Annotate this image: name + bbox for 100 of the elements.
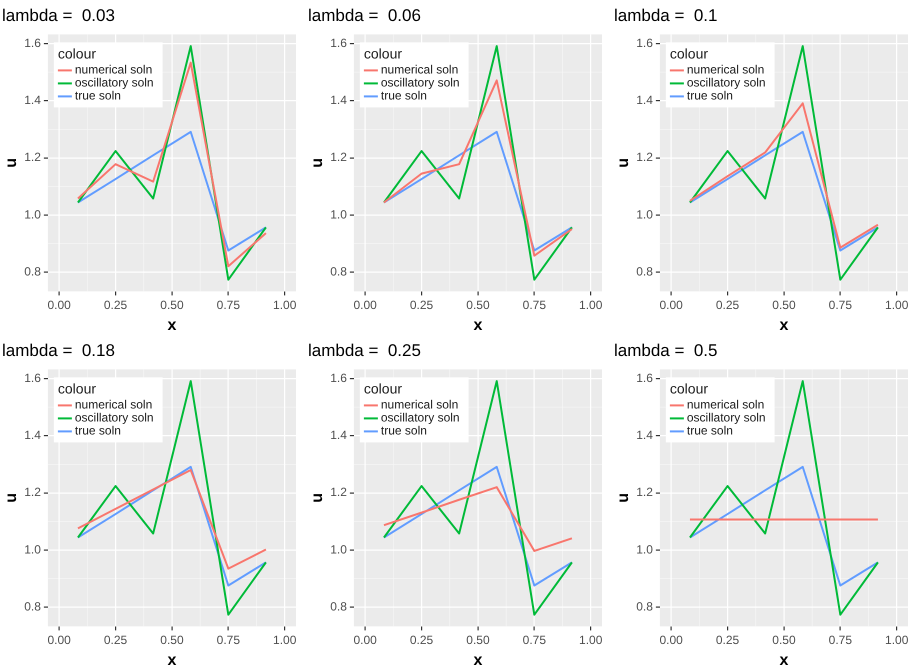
- x-axis-title: x: [779, 316, 788, 334]
- legend-label: numerical soln: [686, 398, 764, 412]
- legend-label: true soln: [74, 424, 121, 438]
- x-tick-label: 0.50: [772, 298, 796, 312]
- y-axis-title: u: [309, 493, 326, 503]
- x-axis-title: x: [167, 652, 176, 669]
- x-tick-label: 0.75: [828, 632, 852, 647]
- legend-label: numerical soln: [686, 62, 764, 77]
- legend-label: oscillatory soln: [74, 410, 154, 425]
- legend-label: oscillatory soln: [686, 410, 766, 425]
- y-tick-label: 1.6: [636, 370, 654, 385]
- x-tick-label: 0.00: [353, 632, 378, 647]
- legend-label: true soln: [686, 424, 733, 438]
- legend-title: colour: [58, 380, 96, 396]
- y-tick-label: 1.4: [24, 428, 42, 442]
- y-tick-label: 1.4: [330, 428, 348, 442]
- chart-title: lambda = 0.06: [308, 6, 421, 25]
- x-tick-label: 0.00: [659, 298, 684, 312]
- chart-title: lambda = 0.5: [614, 340, 718, 360]
- legend-label: true soln: [380, 88, 427, 103]
- y-axis-title: u: [615, 493, 632, 503]
- y-tick-label: 0.8: [330, 264, 348, 279]
- y-tick-label: 1.6: [636, 36, 654, 50]
- y-tick-label: 1.0: [636, 207, 654, 222]
- x-tick-label: 0.00: [659, 632, 684, 647]
- x-axis-title: x: [473, 316, 482, 334]
- x-tick-label: 0.00: [353, 298, 378, 312]
- x-tick-label: 0.00: [47, 298, 72, 312]
- x-tick-label: 0.25: [716, 298, 740, 312]
- x-axis-title: x: [779, 652, 788, 669]
- y-tick-label: 1.4: [24, 93, 42, 108]
- y-tick-label: 1.2: [330, 485, 348, 500]
- x-tick-label: 1.00: [885, 298, 909, 312]
- chart-title: lambda = 0.18: [2, 340, 115, 360]
- y-axis-title: u: [615, 158, 632, 168]
- y-tick-label: 1.0: [24, 207, 42, 222]
- x-tick-label: 0.50: [160, 298, 184, 312]
- y-tick-label: 0.8: [24, 264, 42, 279]
- x-tick-label: 0.25: [104, 298, 128, 312]
- y-axis-title: u: [3, 158, 20, 168]
- legend-label: true soln: [686, 88, 733, 103]
- y-tick-label: 1.6: [330, 36, 348, 50]
- legend-label: oscillatory soln: [380, 410, 460, 425]
- x-tick-label: 0.25: [104, 632, 128, 647]
- y-tick-label: 1.4: [330, 93, 348, 108]
- x-tick-label: 0.75: [522, 298, 546, 312]
- legend-title: colour: [670, 380, 708, 396]
- legend-label: numerical soln: [74, 398, 152, 412]
- chart-title: lambda = 0.1: [614, 6, 718, 25]
- y-tick-label: 0.8: [636, 600, 654, 614]
- x-tick-label: 0.25: [410, 298, 434, 312]
- y-tick-label: 1.4: [636, 428, 654, 442]
- y-tick-label: 0.8: [330, 600, 348, 614]
- chart-title: lambda = 0.25: [308, 340, 421, 360]
- x-tick-label: 1.00: [273, 632, 297, 647]
- x-tick-label: 0.75: [522, 632, 546, 647]
- y-axis-title: u: [309, 158, 326, 168]
- legend-label: oscillatory soln: [380, 76, 460, 90]
- x-tick-label: 0.75: [828, 298, 852, 312]
- y-tick-label: 1.2: [24, 485, 42, 500]
- legend-label: true soln: [380, 424, 427, 438]
- y-tick-label: 1.2: [330, 150, 348, 164]
- legend-label: numerical soln: [380, 398, 458, 412]
- y-tick-label: 0.8: [24, 600, 42, 614]
- legend-title: colour: [364, 45, 402, 62]
- x-axis-title: x: [473, 652, 482, 669]
- legend-label: oscillatory soln: [686, 76, 766, 90]
- chart-title: lambda = 0.03: [2, 6, 115, 25]
- legend-title: colour: [364, 380, 402, 396]
- x-tick-label: 0.50: [466, 298, 490, 312]
- legend-label: numerical soln: [74, 62, 152, 77]
- legend-label: true soln: [74, 88, 121, 103]
- y-tick-label: 1.2: [636, 150, 654, 164]
- y-tick-label: 1.6: [24, 36, 42, 50]
- y-tick-label: 0.8: [636, 264, 654, 279]
- legend-label: numerical soln: [380, 62, 458, 77]
- x-tick-label: 0.75: [216, 298, 240, 312]
- x-tick-label: 0.50: [466, 632, 490, 647]
- x-tick-label: 0.75: [216, 632, 240, 647]
- y-tick-label: 1.0: [330, 542, 348, 556]
- y-tick-label: 1.0: [24, 542, 42, 556]
- x-axis-title: x: [167, 316, 176, 334]
- x-tick-label: 1.00: [579, 632, 603, 647]
- y-tick-label: 1.0: [330, 207, 348, 222]
- x-tick-label: 1.00: [579, 298, 603, 312]
- x-tick-label: 0.25: [410, 632, 434, 647]
- x-tick-label: 1.00: [273, 298, 297, 312]
- y-tick-label: 1.2: [24, 150, 42, 164]
- x-tick-label: 1.00: [885, 632, 909, 647]
- x-tick-label: 0.25: [716, 632, 740, 647]
- y-tick-label: 1.2: [636, 485, 654, 500]
- legend-title: colour: [58, 45, 96, 62]
- legend-label: oscillatory soln: [74, 76, 154, 90]
- y-axis-title: u: [3, 493, 20, 503]
- x-tick-label: 0.00: [47, 632, 72, 647]
- y-tick-label: 1.4: [636, 93, 654, 108]
- y-tick-label: 1.6: [24, 370, 42, 385]
- x-tick-label: 0.50: [160, 632, 184, 647]
- y-tick-label: 1.0: [636, 542, 654, 556]
- legend-title: colour: [670, 45, 708, 62]
